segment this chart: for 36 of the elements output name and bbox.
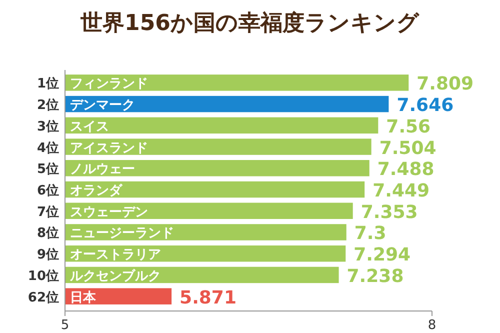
y-tick-label: 4位: [36, 140, 59, 156]
x-tick-label: 8: [428, 318, 436, 333]
annotation: ルクセンブルク: [69, 268, 161, 284]
data-label: 7.646: [396, 95, 454, 116]
annotation: デンマーク: [70, 98, 135, 114]
y-tick-label: 2位: [36, 98, 59, 114]
chart-title: 世界156か国の幸福度ランキング: [80, 10, 420, 36]
data-label: 7.56: [386, 116, 431, 138]
annotation: スイス: [70, 119, 109, 134]
y-tick-label: 7位: [36, 204, 59, 220]
annotation: 日本: [70, 290, 97, 306]
data-label: 7.809: [416, 74, 474, 95]
y-tick-label: 5位: [36, 162, 59, 178]
annotation: ニュージーランド: [70, 226, 174, 242]
data-label: 7.449: [372, 180, 430, 202]
y-tick-label: 10位: [28, 268, 59, 284]
annotation: オランダ: [70, 184, 123, 198]
annotation: アイスランド: [70, 140, 148, 156]
y-tick-label: 62位: [28, 290, 59, 306]
data-label: 5.871: [180, 287, 236, 308]
annotation: スウェーデン: [70, 204, 148, 220]
annotation: ノルウェー: [70, 162, 135, 178]
data-label: 7.238: [346, 266, 404, 287]
data-label: 7.488: [377, 159, 434, 180]
x-tick-label: 5: [60, 318, 70, 333]
annotation: フィンランド: [70, 76, 148, 92]
y-tick-label: 6位: [36, 184, 59, 198]
y-tick-label: 8位: [36, 226, 59, 242]
y-tick-label: 3位: [36, 119, 59, 134]
data-label: 7.3: [354, 223, 386, 244]
data-label: 7.504: [379, 138, 436, 159]
annotation: オーストラリア: [70, 248, 161, 263]
data-label: 7.353: [360, 202, 418, 223]
y-tick-label: 9位: [36, 248, 59, 263]
y-tick-label: 1位: [36, 76, 59, 92]
data-label: 7.294: [354, 244, 411, 266]
